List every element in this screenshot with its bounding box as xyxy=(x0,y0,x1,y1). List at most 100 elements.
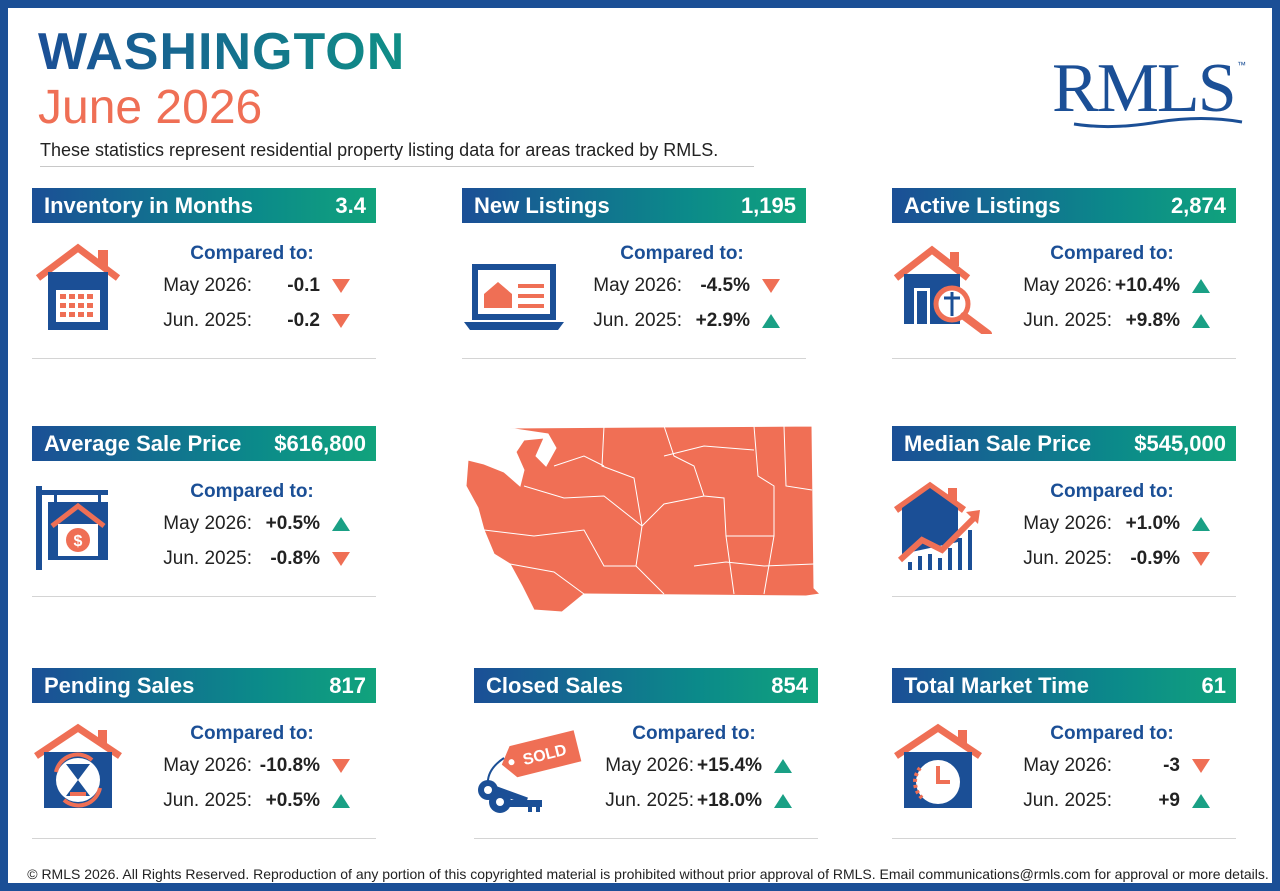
compare-change: -0.8% xyxy=(270,548,320,569)
divider xyxy=(892,596,1236,597)
stat-value: $616,800 xyxy=(274,430,366,456)
arrow-up-icon xyxy=(1192,314,1210,328)
compare-row: Jun. 2025: +18.0% xyxy=(570,783,818,818)
stat-title: Inventory in Months xyxy=(44,192,253,218)
compare-change: +9.8% xyxy=(1125,310,1180,331)
stat-header: Active Listings 2,874 xyxy=(892,188,1236,223)
report-period: June 2026 xyxy=(38,81,263,134)
house-magnifier-icon xyxy=(892,242,992,338)
arrow-down-icon xyxy=(332,759,350,773)
compare-row: May 2026: -4.5% xyxy=(558,268,806,303)
stat-card-closed-sales: Closed Sales 854 SOLD Compared to: May 2… xyxy=(474,668,818,840)
arrow-down-icon xyxy=(1192,552,1210,566)
arrow-up-icon xyxy=(762,314,780,328)
house-sign-dollar-icon: $ xyxy=(32,480,124,572)
compare-change: +9 xyxy=(1158,790,1180,811)
stat-card-average-sale-price: Average Sale Price $616,800 $ Compared t… xyxy=(32,426,376,598)
divider xyxy=(32,358,376,359)
compare-change: +0.5% xyxy=(265,790,320,811)
stat-title: Median Sale Price xyxy=(904,430,1092,456)
compare-row: May 2026: -0.1 xyxy=(128,268,376,303)
stat-title: Total Market Time xyxy=(904,672,1090,698)
compare-period: Jun. 2025: xyxy=(605,790,694,811)
page-title: WASHINGTON xyxy=(38,23,406,81)
stat-header: Inventory in Months 3.4 xyxy=(32,188,376,223)
divider xyxy=(32,596,376,597)
compare-period: May 2026: xyxy=(1023,513,1112,534)
compare-block: Compared to: May 2026: -0.1 Jun. 2025: -… xyxy=(128,240,376,338)
stat-value: 2,874 xyxy=(1170,192,1226,218)
compare-period: Jun. 2025: xyxy=(1023,310,1112,331)
arrow-up-icon xyxy=(774,794,792,808)
compare-period: May 2026: xyxy=(605,755,694,776)
compare-period: May 2026: xyxy=(1023,755,1112,776)
compare-change: -3 xyxy=(1163,755,1180,776)
compare-row: May 2026: +0.5% xyxy=(128,506,376,541)
stat-card-pending-sales: Pending Sales 817 Compared to: May 2026:… xyxy=(32,668,376,840)
compare-block: Compared to: May 2026: -4.5% Jun. 2025: … xyxy=(558,240,806,338)
rmls-logo: RMLS ™ xyxy=(1052,54,1248,132)
stat-title: Closed Sales xyxy=(486,672,623,698)
compare-row: May 2026: +10.4% xyxy=(988,268,1236,303)
compare-row: Jun. 2025: +0.5% xyxy=(128,783,376,818)
stat-header: Median Sale Price $545,000 xyxy=(892,426,1236,461)
stat-title: Average Sale Price xyxy=(44,430,242,456)
sold-keys-icon: SOLD xyxy=(474,722,582,814)
compare-period: May 2026: xyxy=(163,513,252,534)
arrow-down-icon xyxy=(1192,759,1210,773)
compared-to-label: Compared to: xyxy=(190,723,314,744)
house-chart-icon xyxy=(892,480,984,572)
compare-period: Jun. 2025: xyxy=(163,310,252,331)
stat-header: Pending Sales 817 xyxy=(32,668,376,703)
logo-swoosh-icon xyxy=(1073,117,1243,129)
arrow-up-icon xyxy=(774,759,792,773)
arrow-up-icon xyxy=(1192,517,1210,531)
compare-row: May 2026: +1.0% xyxy=(988,506,1236,541)
compare-row: Jun. 2025: +9.8% xyxy=(988,303,1236,338)
divider xyxy=(892,358,1236,359)
stat-card-median-sale-price: Median Sale Price $545,000 Compared to: … xyxy=(892,426,1236,598)
divider xyxy=(32,838,376,839)
divider xyxy=(892,838,1236,839)
divider xyxy=(474,838,818,839)
compare-change: -0.9% xyxy=(1130,548,1180,569)
compare-row: Jun. 2025: +2.9% xyxy=(558,303,806,338)
arrow-down-icon xyxy=(332,314,350,328)
house-clock-icon xyxy=(892,722,984,814)
compare-block: Compared to: May 2026: -3 Jun. 2025: +9 xyxy=(988,720,1236,818)
compare-period: May 2026: xyxy=(593,275,682,296)
compare-block: Compared to: May 2026: +1.0% Jun. 2025: … xyxy=(988,478,1236,576)
svg-text:$: $ xyxy=(74,533,83,550)
compare-change: -0.2 xyxy=(287,310,320,331)
arrow-up-icon xyxy=(1192,279,1210,293)
arrow-down-icon xyxy=(762,279,780,293)
stat-card-total-market-time: Total Market Time 61 Compared to: May 20… xyxy=(892,668,1236,840)
arrow-up-icon xyxy=(332,517,350,531)
arrow-down-icon xyxy=(332,552,350,566)
compare-period: Jun. 2025: xyxy=(1023,548,1112,569)
stat-header: Average Sale Price $616,800 xyxy=(32,426,376,461)
compare-change: -10.8% xyxy=(259,755,320,776)
stat-card-inventory-in-months: Inventory in Months 3.4 Compared to: May… xyxy=(32,188,376,360)
compare-period: Jun. 2025: xyxy=(163,548,252,569)
compare-change: +18.0% xyxy=(697,790,762,811)
arrow-up-icon xyxy=(1192,794,1210,808)
compare-period: Jun. 2025: xyxy=(593,310,682,331)
compared-to-label: Compared to: xyxy=(190,481,314,502)
compare-row: Jun. 2025: +9 xyxy=(988,783,1236,818)
logo-trademark: ™ xyxy=(1237,60,1246,70)
compare-block: Compared to: May 2026: +15.4% Jun. 2025:… xyxy=(570,720,818,818)
compared-to-label: Compared to: xyxy=(632,723,756,744)
compare-change: -4.5% xyxy=(700,275,750,296)
stat-title: New Listings xyxy=(474,192,610,218)
stat-title: Pending Sales xyxy=(44,672,195,698)
stat-header: Total Market Time 61 xyxy=(892,668,1236,703)
compare-period: May 2026: xyxy=(163,275,252,296)
compare-period: Jun. 2025: xyxy=(1023,790,1112,811)
compare-block: Compared to: May 2026: +0.5% Jun. 2025: … xyxy=(128,478,376,576)
footer-copyright: © RMLS 2026. All Rights Reserved. Reprod… xyxy=(27,866,1269,882)
stat-card-new-listings: New Listings 1,195 Compared to: May 2026… xyxy=(462,188,806,360)
compared-to-label: Compared to: xyxy=(190,243,314,264)
stat-value: 854 xyxy=(771,672,808,698)
